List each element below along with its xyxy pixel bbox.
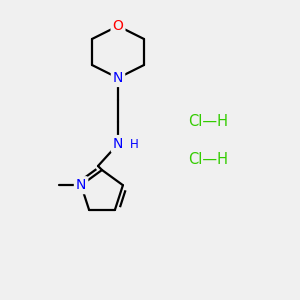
Text: O: O [112,19,123,33]
Text: Cl—H: Cl—H [188,115,228,130]
Text: H: H [130,139,139,152]
Text: Cl—H: Cl—H [188,152,228,167]
Text: N: N [113,71,123,85]
Text: N: N [76,178,86,192]
Text: N: N [113,137,123,151]
